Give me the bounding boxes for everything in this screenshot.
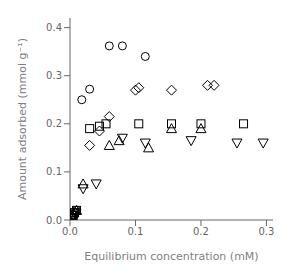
svg-text:0.2: 0.2 (46, 118, 62, 129)
svg-text:0.3: 0.3 (258, 226, 274, 237)
svg-text:0.0: 0.0 (62, 226, 78, 237)
svg-text:0.2: 0.2 (193, 226, 209, 237)
svg-text:0.1: 0.1 (128, 226, 144, 237)
svg-text:0.3: 0.3 (46, 70, 62, 81)
svg-text:Equilibrium concentration (mM): Equilibrium concentration (mM) (84, 250, 258, 263)
svg-text:0.1: 0.1 (46, 166, 62, 177)
svg-text:0.0: 0.0 (46, 215, 62, 226)
svg-text:0.4: 0.4 (46, 22, 62, 33)
svg-text:Amount adsorbed (mmol g⁻¹): Amount adsorbed (mmol g⁻¹) (16, 38, 29, 200)
